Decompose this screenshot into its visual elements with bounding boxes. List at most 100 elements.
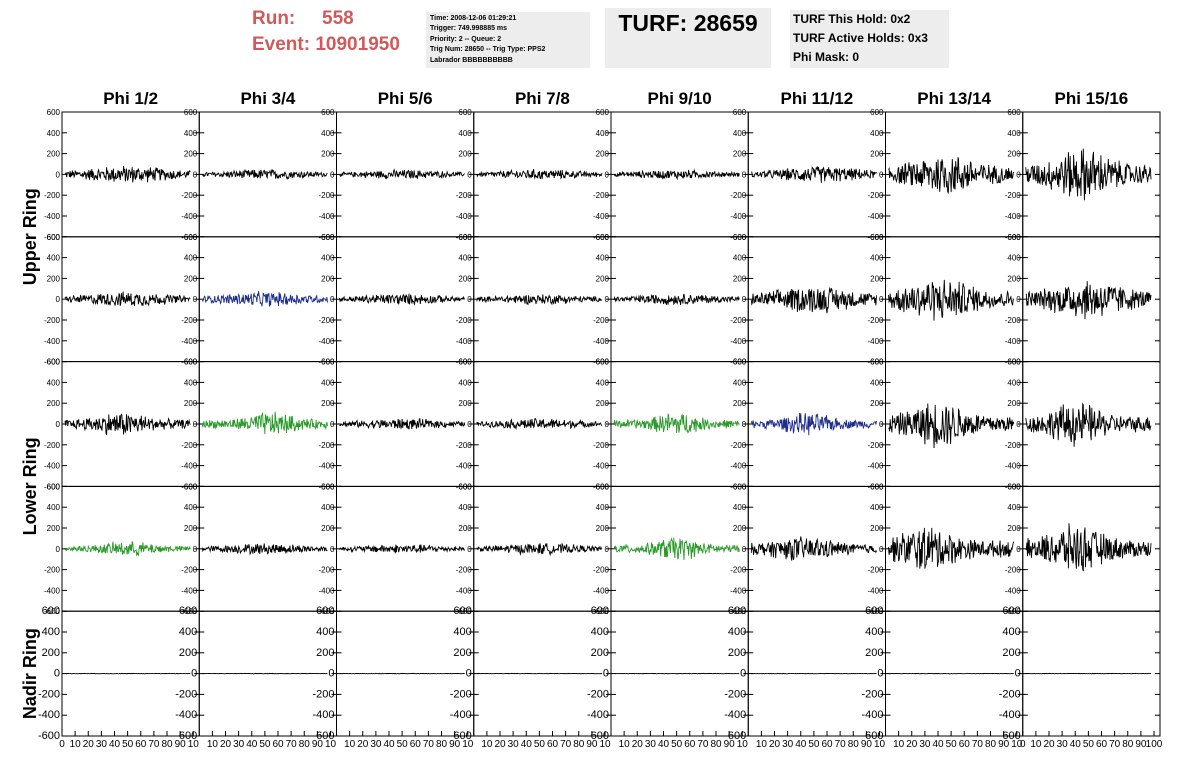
y-tick-label: 400	[458, 503, 472, 512]
y-tick-label: 0	[56, 295, 61, 304]
y-tick-label: 0	[879, 295, 884, 304]
y-tick-label: 400	[321, 129, 335, 138]
y-tick-label: -600	[181, 482, 198, 491]
x-tick-label: 90	[586, 739, 598, 750]
waveform-line	[613, 672, 740, 675]
y-tick-label: -600	[867, 358, 884, 367]
ring-label: Nadir Ring	[20, 628, 40, 719]
x-tick-label: 90	[861, 739, 873, 750]
x-tick-label: 90	[175, 739, 187, 750]
y-tick-label: 200	[870, 150, 884, 159]
y-tick-label: 200	[179, 647, 197, 659]
y-tick-label: 200	[458, 274, 472, 283]
y-tick-label: 200	[458, 399, 472, 408]
y-tick-label: 600	[1007, 108, 1021, 117]
x-tick-label: 80	[985, 739, 997, 750]
ring-label: Lower Ring	[20, 437, 40, 535]
y-tick-label: 600	[47, 482, 61, 491]
x-tick-label: 20	[494, 739, 506, 750]
y-tick-label: 600	[1002, 605, 1020, 617]
y-tick-label: -400	[44, 337, 61, 346]
x-tick-label: 50	[397, 739, 409, 750]
x-tick-label: 70	[423, 739, 435, 750]
y-tick-label: -400	[318, 462, 335, 471]
y-tick-label: -400	[38, 709, 60, 721]
x-tick-label: 10	[1030, 739, 1042, 750]
y-tick-label: 600	[733, 358, 747, 367]
x-tick-label: 90	[1135, 739, 1147, 750]
y-tick-label: 0	[879, 170, 884, 179]
y-tick-label: -400	[730, 337, 747, 346]
event-label: Event:	[252, 34, 311, 55]
x-tick-label: 20	[220, 739, 232, 750]
y-tick-label: 200	[1002, 647, 1020, 659]
y-tick-label: 600	[596, 233, 610, 242]
y-tick-label: 400	[591, 626, 609, 638]
y-tick-label: 0	[328, 668, 334, 680]
column-title: Phi 1/2	[103, 89, 158, 108]
y-tick-label: -400	[1005, 586, 1022, 595]
y-tick-label: -200	[456, 316, 473, 325]
y-tick-label: -600	[730, 482, 747, 491]
x-tick-label: 50	[122, 739, 134, 750]
column-title: Phi 13/14	[917, 89, 991, 108]
waveform-line	[476, 542, 603, 557]
y-tick-label: 400	[596, 378, 610, 387]
y-tick-label: 200	[184, 150, 198, 159]
y-tick-label: -200	[456, 191, 473, 200]
y-tick-label: 0	[605, 545, 610, 554]
y-tick-label: -400	[181, 337, 198, 346]
y-tick-label: 200	[870, 399, 884, 408]
y-tick-label: 200	[596, 524, 610, 533]
x-tick-label: 30	[233, 739, 245, 750]
y-tick-label: 0	[193, 420, 198, 429]
y-tick-label: 200	[1007, 399, 1021, 408]
waveform-line	[476, 672, 603, 675]
x-tick-label: 80	[1122, 739, 1134, 750]
waveform-line	[750, 412, 877, 436]
y-tick-label: -400	[456, 462, 473, 471]
y-tick-label: -400	[867, 337, 884, 346]
y-tick-label: -600	[318, 358, 335, 367]
y-tick-label: -200	[44, 316, 61, 325]
y-tick-label: -200	[593, 566, 610, 575]
x-tick-label: 30	[370, 739, 382, 750]
y-tick-label: -200	[318, 441, 335, 450]
y-tick-label: 400	[458, 254, 472, 263]
y-tick-label: 400	[47, 503, 61, 512]
y-tick-label: -200	[44, 441, 61, 450]
y-tick-label: -400	[312, 709, 334, 721]
y-tick-label: 0	[467, 170, 472, 179]
y-tick-label: -400	[44, 462, 61, 471]
x-tick-label: 10	[188, 739, 200, 750]
x-tick-label: 10	[325, 739, 337, 750]
waveform-line	[65, 672, 191, 675]
y-tick-label: -400	[456, 212, 473, 221]
y-tick-label: -600	[1005, 358, 1022, 367]
y-tick-label: -400	[450, 709, 472, 721]
waveform-line	[888, 672, 1014, 675]
turf-number: TURF: 28659	[618, 10, 758, 36]
x-tick-label: 80	[299, 739, 311, 750]
y-tick-label: 600	[870, 108, 884, 117]
x-tick-label: 10	[1011, 739, 1023, 750]
trigger-info-box: Time: 2008-12-06 01:29:21 Trigger: 749.9…	[426, 12, 590, 68]
x-tick-label: 70	[1109, 739, 1121, 750]
x-tick-label: 70	[972, 739, 984, 750]
run-label: Run:	[252, 8, 296, 29]
waveform-line	[64, 166, 191, 183]
y-tick-label: -400	[1005, 212, 1022, 221]
waveform-line	[1025, 523, 1152, 572]
y-tick-label: -200	[730, 566, 747, 575]
y-tick-label: 400	[458, 129, 472, 138]
y-tick-label: 600	[596, 358, 610, 367]
y-tick-label: 400	[458, 378, 472, 387]
x-tick-label: 50	[259, 739, 271, 750]
y-tick-label: -200	[456, 441, 473, 450]
turf-holds-box: TURF This Hold: 0x2 TURF Active Holds: 0…	[790, 10, 949, 68]
y-tick-label: 0	[467, 545, 472, 554]
waveform-line	[339, 417, 466, 430]
x-tick-label: 10	[874, 739, 886, 750]
y-tick-label: 0	[877, 668, 883, 680]
y-tick-label: -400	[593, 212, 610, 221]
